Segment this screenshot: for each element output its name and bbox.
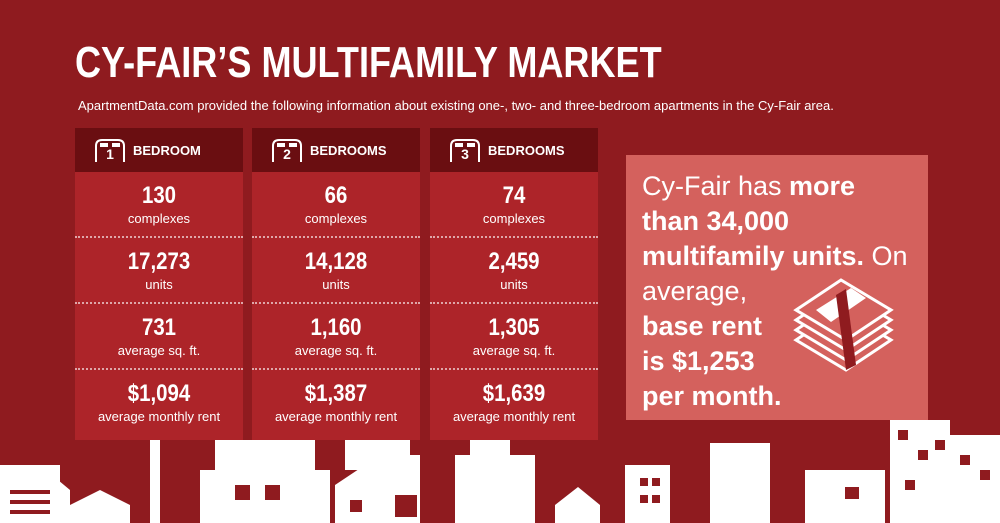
callout-text: Cy-Fair has more than 34,000 multifamily u… [642, 169, 908, 414]
stat-label: units [145, 277, 173, 292]
stat-label: average sq. ft. [472, 343, 556, 358]
stat-label: complexes [127, 211, 191, 226]
bed-icon: 3 [448, 136, 482, 164]
stat-label: average sq. ft. [117, 343, 201, 358]
column-body: 66 complexes 14,128 units 1,160 average sq. f… [252, 172, 420, 440]
column-header: 1 BEDROOM [75, 128, 243, 172]
column-header: 3 BEDROOMS [430, 128, 598, 172]
stat-value: 2,459 [488, 248, 540, 275]
callout-segment: On [864, 241, 908, 271]
subtitle: ApartmentData.com provided the following… [78, 98, 834, 113]
callout-line: per month. [642, 379, 908, 414]
stat: 731 average sq. ft. [75, 304, 243, 370]
stat-label: complexes [304, 211, 368, 226]
callout-line: than 34,000 [642, 204, 908, 239]
callout-segment: is $1,253 [642, 346, 755, 376]
callout-segment: base rent [642, 311, 763, 341]
callout-box: Cy-Fair has more than 34,000 multifamily u… [626, 155, 928, 420]
bed-shape [450, 139, 480, 162]
stat-label: units [500, 277, 528, 292]
stat-label: average monthly rent [274, 409, 398, 424]
callout-segment: more [789, 171, 856, 201]
callout-segment: per month. [642, 381, 782, 411]
column-header: 2 BEDROOMS [252, 128, 420, 172]
bed-icon: 2 [270, 136, 304, 164]
stat: 1,160 average sq. ft. [252, 304, 420, 370]
bed-icon: 1 [93, 136, 127, 164]
bedroom-column: 2 BEDROOMS 66 complexes 14,128 units 1,160 aver… [252, 128, 420, 440]
stat-label: complexes [482, 211, 546, 226]
bed-number: 3 [461, 146, 469, 162]
column-label: BEDROOMS [310, 142, 387, 158]
callout-segment: than 34,000 [642, 206, 790, 236]
callout-line: base rent [642, 309, 908, 344]
stat-label: units [322, 277, 350, 292]
stat: 1,305 average sq. ft. [430, 304, 598, 370]
stat-value: 14,128 [304, 248, 368, 275]
stat-value: 74 [502, 182, 526, 209]
stat-value: 1,160 [310, 314, 362, 341]
stat-value: $1,094 [127, 380, 191, 407]
stat: 130 complexes [75, 172, 243, 238]
stat: 17,273 units [75, 238, 243, 304]
callout-line: average, [642, 274, 908, 309]
stat: 66 complexes [252, 172, 420, 238]
callout-segment: Cy-Fair has [642, 171, 790, 201]
column-body: 130 complexes 17,273 units 731 average sq. ft… [75, 172, 243, 440]
bed-number: 2 [283, 146, 291, 162]
stat-label: average sq. ft. [294, 343, 378, 358]
column-label: BEDROOMS [488, 142, 565, 158]
money-icon [793, 278, 894, 372]
stat-value: 130 [141, 182, 177, 209]
stat-label: average monthly rent [452, 409, 576, 424]
callout-line: multifamily units. On [642, 239, 908, 274]
stat: 74 complexes [430, 172, 598, 238]
stat-label: average monthly rent [97, 409, 221, 424]
callout-line: is $1,253 [642, 344, 908, 379]
bed-number: 1 [106, 146, 114, 162]
bedroom-column: 3 BEDROOMS 74 complexes 2,459 units 1,305 avera… [430, 128, 598, 440]
stat-value: $1,387 [304, 380, 368, 407]
stat: 2,459 units [430, 238, 598, 304]
stat: $1,387 average monthly rent [252, 370, 420, 436]
callout-segment: multifamily units. [642, 241, 865, 271]
callout-line: Cy-Fair has more [642, 169, 908, 204]
stat-value: 731 [141, 314, 177, 341]
title: CY-FAIR’S MULTIFAMILY MARKET [75, 38, 662, 87]
stat: 14,128 units [252, 238, 420, 304]
column-label: BEDROOM [133, 142, 201, 158]
stat-value: 17,273 [127, 248, 191, 275]
stat: $1,639 average monthly rent [430, 370, 598, 436]
stat: $1,094 average monthly rent [75, 370, 243, 436]
bed-shape [95, 139, 125, 162]
bed-shape [272, 139, 302, 162]
bedroom-column: 1 BEDROOM 130 complexes 17,273 units 731 averag… [75, 128, 243, 440]
stat-value: 66 [324, 182, 348, 209]
callout-segment: average, [642, 276, 748, 306]
stat-value: 1,305 [488, 314, 540, 341]
column-body: 74 complexes 2,459 units 1,305 average sq. ft… [430, 172, 598, 440]
stat-value: $1,639 [482, 380, 546, 407]
